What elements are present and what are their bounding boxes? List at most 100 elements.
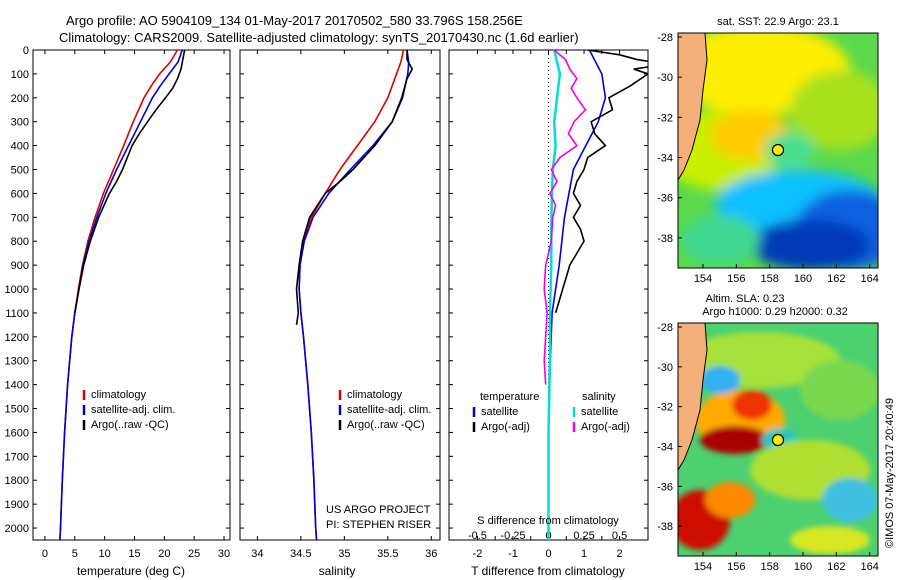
lat-tick-label: -34 [657,153,673,165]
temperature-x-axis-label: temperature (deg C) [77,564,185,578]
sla-float-marker [771,433,785,447]
x-tick-label: 34.5 [290,548,311,560]
s-diff-tick-label: -0.5 [468,530,487,542]
temperature-plot-frame [32,49,231,541]
series-line-argo-raw-qc [295,50,414,326]
series-line-satellite [547,50,562,540]
sst-map-frame [677,32,879,269]
lon-tick-label: 156 [727,561,745,573]
lat-tick-label: -32 [657,402,673,414]
lon-tick-label: 160 [794,561,812,573]
depth-tick-label: 400 [11,141,29,153]
lat-tick-label: -32 [657,112,673,124]
salinity-plot-frame [239,49,441,541]
lon-tick-label: 158 [760,273,778,285]
s-diff-tick-label: -0.25 [500,530,525,542]
x-tick-label: 20 [158,548,170,560]
lon-tick-label: 156 [727,273,745,285]
lon-tick-label: 158 [760,561,778,573]
depth-tick-label: 2000 [5,523,29,535]
depth-tick-label: 1100 [5,308,29,320]
lon-tick-label: 160 [794,273,812,285]
legend-label: satellite [581,406,618,418]
legend-label: satellite [481,406,518,418]
t-diff-tick-label: -2 [473,548,483,560]
s-diff-tick-label: 0.5 [612,530,627,542]
imos-timestamp: ©IMOS 07-May-2017 20:40:49 [884,398,896,548]
depth-tick-label: 1900 [5,499,29,511]
lon-tick-label: 164 [860,561,878,573]
series-line-argo-adj [543,50,587,385]
legend-label: satellite-adj. clim. [91,404,175,416]
sst-float-marker [771,143,785,157]
lon-tick-label: 154 [694,561,712,573]
depth-tick-label: 1300 [5,356,29,368]
x-tick-label: 25 [188,548,200,560]
series-line-argo-adj [554,50,648,314]
depth-tick-label: 1000 [5,284,29,296]
depth-tick-label: 0 [23,45,29,57]
depth-tick-label: 200 [11,93,29,105]
legend-label: climatology [91,389,147,401]
lat-tick-label: -38 [657,521,673,533]
legend-label: Argo(-adj) [581,421,630,433]
sst-coastline [678,33,708,181]
lat-tick-label: -28 [657,32,673,44]
x-tick-label: 30 [218,548,230,560]
depth-tick-label: 1700 [5,451,29,463]
pi-annotation: PI: STEPHEN RISER [326,519,431,531]
x-tick-label: 10 [99,548,111,560]
t-difference-axis-label: T difference from climatology [471,564,625,578]
x-tick-label: 34 [251,548,263,560]
lat-tick-label: -38 [657,233,673,245]
s-difference-axis-label: S difference from climatology [477,515,619,527]
lat-tick-label: -34 [657,441,673,453]
depth-tick-label: 600 [11,188,29,200]
depth-tick-label: 1200 [5,332,29,344]
legend-header-temperature: temperature [480,391,539,403]
sla-map-title: Altim. SLA: 0.23 [706,293,785,305]
series-line-argo-raw-qc [74,50,186,314]
x-tick-label: 15 [128,548,140,560]
depth-tick-label: 300 [11,117,29,129]
lat-tick-label: -36 [657,481,673,493]
legend-label: climatology [347,389,403,401]
depth-tick-label: 1400 [5,380,29,392]
lat-tick-label: -30 [657,362,673,374]
sla-map-subtitle: Argo h1000: 0.29 h2000: 0.32 [702,306,848,318]
sla-coastline [678,323,708,471]
lat-tick-label: -36 [657,193,673,205]
lat-tick-label: -30 [657,72,673,84]
x-tick-label: 36 [425,548,437,560]
depth-tick-label: 500 [11,165,29,177]
salinity-profile-panel: 34 34.5 35 35.5 36 climatology satellite-adj.… [239,49,441,578]
series-line-satellite-adj-clim [59,50,183,540]
legend-label: Argo(..raw -QC) [347,419,425,431]
lon-tick-label: 162 [827,561,845,573]
t-diff-tick-label: 1 [581,548,587,560]
salinity-x-axis-label: salinity [319,564,356,578]
legend-header-salinity: salinity [582,391,616,403]
figure-title-line-2: Climatology: CARS2009. Satellite-adjuste… [59,30,579,45]
x-tick-label: 5 [72,548,78,560]
depth-tick-label: 700 [11,212,29,224]
depth-tick-label: 800 [11,236,29,248]
legend-label: satellite-adj. clim. [347,404,431,416]
depth-tick-label: 100 [11,69,29,81]
s-diff-tick-label: 0.25 [573,530,594,542]
t-diff-tick-label: 2 [617,548,623,560]
x-tick-label: 35.5 [377,548,398,560]
lon-tick-label: 164 [860,273,878,285]
x-tick-label: 35 [338,548,350,560]
sst-map: sat. SST: 22.9 Argo: 23.1 154 156 158 160 16… [657,16,879,285]
sst-map-title: sat. SST: 22.9 Argo: 23.1 [717,16,839,28]
depth-tick-label: 1800 [5,475,29,487]
depth-tick-label: 900 [11,260,29,272]
t-diff-tick-label: -1 [508,548,518,560]
t-diff-tick-label: 0 [545,548,551,560]
sla-map-frame [677,322,879,557]
legend-label: Argo(-adj) [481,421,530,433]
lat-tick-label: -28 [657,322,673,334]
sla-map: Altim. SLA: 0.23 Argo h1000: 0.29 h2000:… [657,293,879,573]
